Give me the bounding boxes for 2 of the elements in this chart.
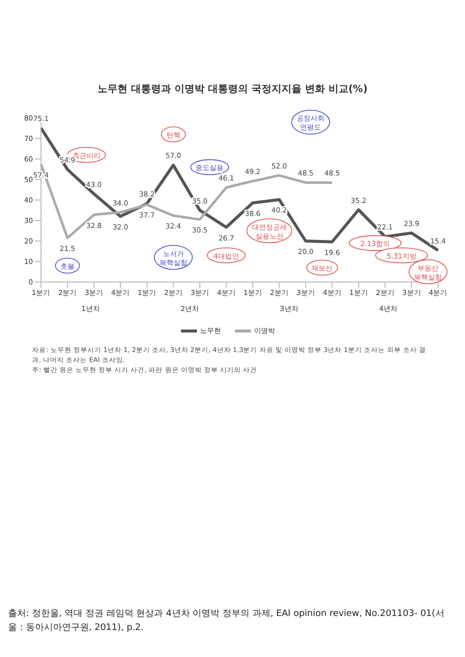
- chart-title: 노무현 대통령과 이명박 대통령의 국정지지율 변화 비교(%): [96, 83, 369, 96]
- source-note: 출처: 정한울, 역대 정권 레임덕 현상과 4년차 이명박 정부의 과제, EAI opinion review, No.201103- 01(서울 : 동아시아연구원, 2011), p.2.: [8, 608, 446, 634]
